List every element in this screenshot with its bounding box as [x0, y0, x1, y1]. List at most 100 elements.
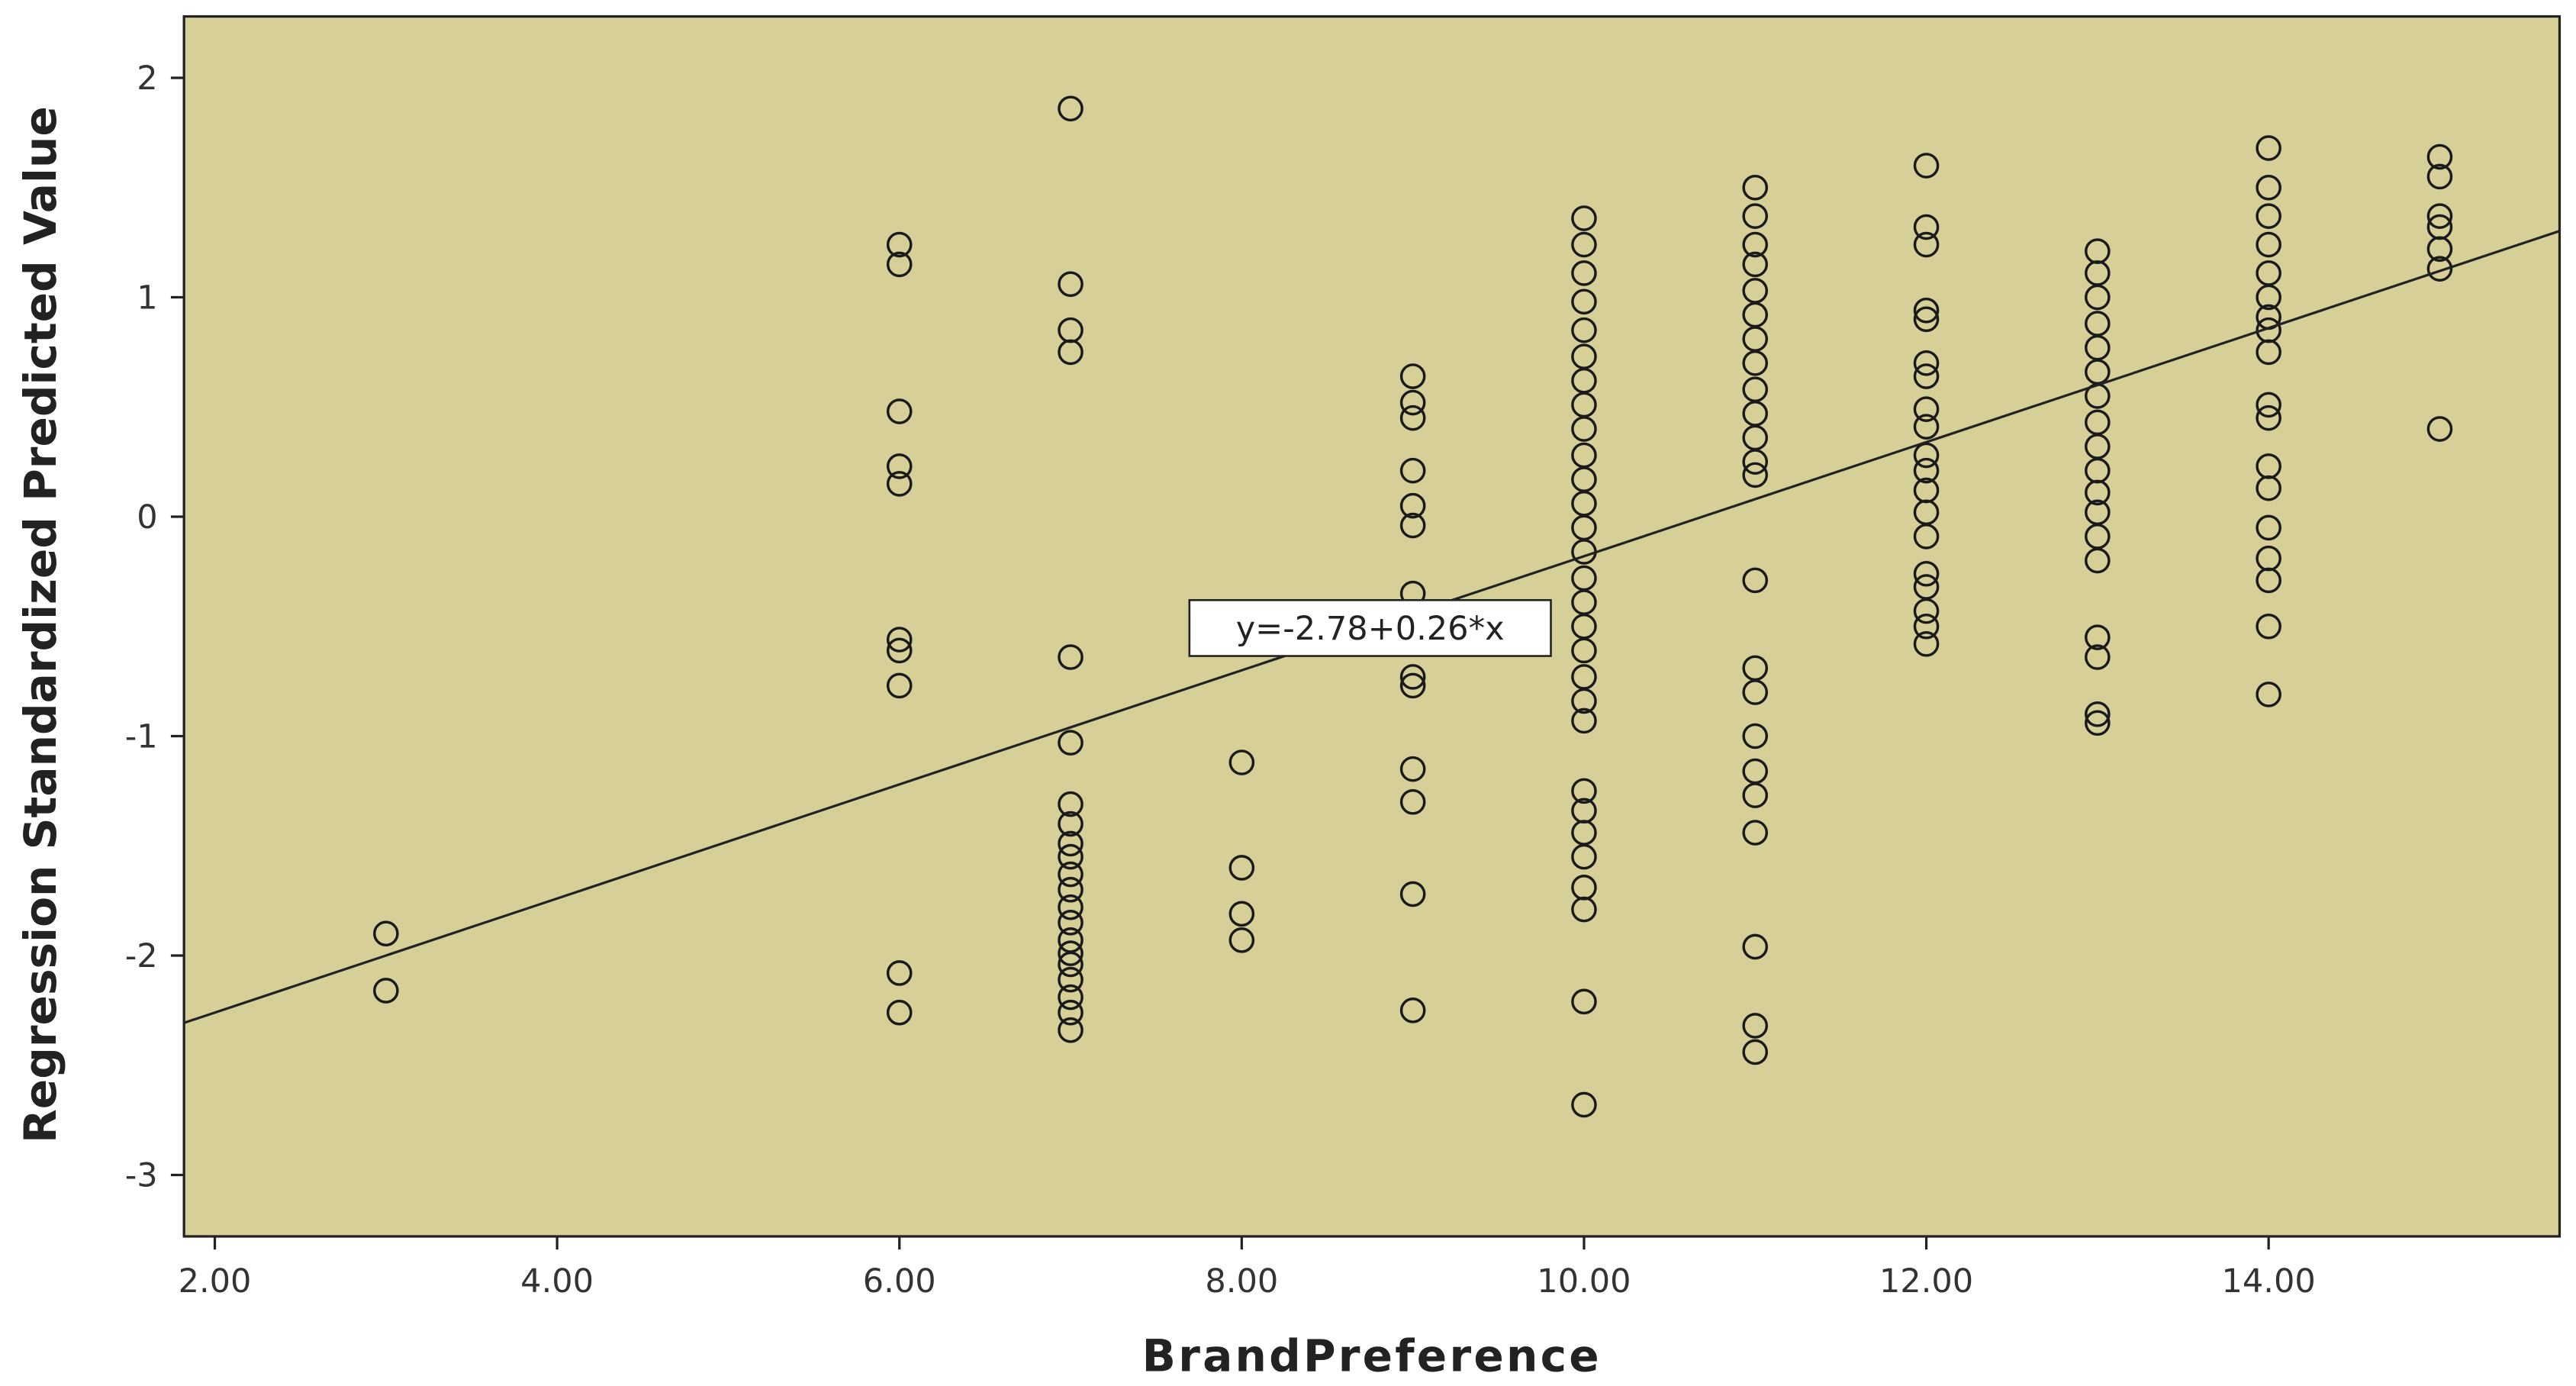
point — [1058, 95, 1084, 122]
point — [1058, 999, 1084, 1026]
fit-label: y=-2.78+0.26*x — [1236, 610, 1505, 648]
point — [1742, 203, 1769, 229]
point — [1742, 933, 1769, 960]
point — [373, 978, 399, 1004]
point — [1228, 901, 1255, 927]
point — [1742, 820, 1769, 846]
point — [1571, 688, 1597, 714]
point — [2256, 339, 2281, 366]
point — [1742, 723, 1769, 749]
point — [1742, 679, 1769, 705]
point — [1742, 174, 1769, 201]
point — [886, 453, 913, 479]
point — [1571, 416, 1597, 442]
x-tick-label: 14.00 — [2222, 1262, 2316, 1301]
x-tick-label: 10.00 — [1537, 1262, 1631, 1301]
point — [2256, 475, 2281, 501]
point — [1913, 630, 1940, 657]
point — [1228, 927, 1255, 953]
point — [1399, 756, 1426, 782]
point — [2085, 624, 2111, 650]
point — [1058, 271, 1084, 298]
point — [2256, 135, 2281, 161]
y-tick-label: -3 — [125, 1157, 158, 1195]
point — [1913, 442, 1940, 469]
point — [1399, 881, 1426, 907]
point — [2085, 547, 2111, 574]
point — [1399, 492, 1426, 519]
point — [1058, 339, 1084, 366]
point — [2085, 701, 2111, 727]
point — [2256, 231, 2281, 258]
point — [2256, 567, 2281, 594]
point — [1742, 1039, 1769, 1065]
point — [1571, 1091, 1597, 1118]
point — [1913, 524, 1940, 550]
point — [1228, 749, 1255, 775]
point — [2085, 479, 2111, 506]
point — [2426, 143, 2453, 170]
point — [1058, 861, 1084, 888]
point — [1913, 214, 1940, 240]
point — [886, 999, 913, 1026]
point — [1228, 855, 1255, 881]
point — [1058, 730, 1084, 756]
point — [1913, 297, 1940, 324]
point — [2256, 682, 2281, 708]
point — [2085, 644, 2111, 670]
point — [1913, 613, 1940, 640]
point — [1399, 664, 1426, 690]
fit-label-box — [1188, 598, 1552, 657]
point — [2426, 416, 2453, 442]
point — [1399, 457, 1426, 484]
point — [2426, 236, 2453, 263]
point — [1913, 396, 1940, 422]
point — [1742, 449, 1769, 475]
point — [1058, 1017, 1084, 1043]
point — [886, 672, 913, 699]
point — [1058, 910, 1084, 936]
point — [1058, 951, 1084, 978]
point — [1742, 350, 1769, 376]
point — [1913, 350, 1940, 376]
point — [1058, 830, 1084, 857]
point — [886, 637, 913, 664]
point — [1742, 251, 1769, 278]
point — [1058, 966, 1084, 993]
point — [1058, 894, 1084, 920]
point — [2256, 284, 2281, 311]
point — [1913, 598, 1940, 624]
point — [1571, 708, 1597, 734]
point — [2256, 405, 2281, 431]
point — [2256, 514, 2281, 541]
point — [1913, 153, 1940, 179]
point — [1742, 231, 1769, 258]
point — [1399, 405, 1426, 431]
point — [2256, 174, 2281, 201]
point — [1058, 984, 1084, 1010]
point — [886, 960, 913, 986]
point — [1571, 896, 1597, 923]
point — [2256, 203, 2281, 229]
point — [886, 251, 913, 278]
point — [1913, 414, 1940, 440]
point — [1742, 567, 1769, 594]
y-tick-label: 1 — [137, 279, 157, 317]
point — [2426, 203, 2453, 229]
point — [1742, 782, 1769, 808]
point — [1399, 512, 1426, 539]
x-tick-label: 4.00 — [520, 1262, 594, 1301]
x-axis-title: BrandPreference — [1142, 1330, 1602, 1382]
point — [1913, 306, 1940, 333]
y-tick-label: -1 — [125, 718, 158, 756]
y-tick-label: -2 — [125, 937, 158, 975]
point — [1058, 876, 1084, 903]
point — [1399, 998, 1426, 1023]
point — [2085, 710, 2111, 737]
x-tick-label: 6.00 — [863, 1262, 936, 1301]
point — [1571, 288, 1597, 315]
point — [1399, 788, 1426, 815]
point — [1742, 462, 1769, 488]
